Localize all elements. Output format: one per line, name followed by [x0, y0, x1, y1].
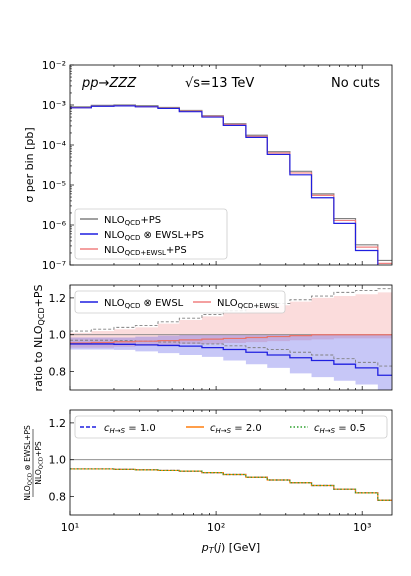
middle-frame: [69, 284, 393, 391]
x-axis-label: pT(j) [GeV]: [201, 541, 260, 555]
middle-plot-area: [70, 288, 392, 390]
bottom-plot-area: [70, 459, 392, 501]
bottom-series-c-h-s-0-5: [70, 468, 392, 501]
top-y-tick-label--3: 10⁻³: [42, 99, 66, 112]
top-y-axis-label: σ per bin [pb]: [23, 127, 36, 202]
middle-panel: 1.2 1.0 0.8 ratio to NLOQCD+PS NLOQCD ⊗ EW…: [32, 284, 393, 392]
top-legend-box: [74, 208, 228, 260]
middle-scale-band-upper: [70, 288, 392, 332]
bottom-legend: cH→S = 1.0 cH→S = 2.0 cH→S = 0.5: [74, 415, 388, 439]
bottom-y-tick-label-0.8: 0.8: [49, 491, 67, 504]
top-y-tick-label--2: 10⁻²: [42, 59, 66, 72]
middle-y-tick-label-1: 1.0: [49, 329, 67, 342]
bottom-x-ticks: [69, 410, 363, 515]
bottom-y-axis-label: NLOQCD ⊗ EWSL+PS NLOQCD+PS: [23, 425, 45, 501]
energy-label: √s=13 TeV: [185, 76, 254, 91]
bottom-panel: 1.2 1.0 0.8 NLOQCD ⊗ EWSL+PS NLOQCD+PS cH→…: [23, 409, 393, 555]
top-legend-label-ewsl-ps: NLOQCD ⊗ EWSL+PS: [104, 230, 204, 242]
top-y-tick-label--5: 10⁻⁵: [42, 179, 66, 192]
x-tick-label-100: 10²: [207, 521, 225, 534]
bottom-y-ticks: 1.2 1.0 0.8: [49, 417, 74, 504]
cuts-label: No cuts: [331, 76, 380, 91]
top-y-ticks: 10⁻⁷ 10⁻⁶ 10⁻⁵ 10⁻⁴ 10⁻³ 10⁻²: [42, 59, 74, 272]
bottom-frame: [69, 409, 393, 516]
top-y-tick-label--7: 10⁻⁷: [42, 259, 66, 272]
process-label: pp→ZZZ: [81, 76, 137, 91]
middle-y-axis-label: ratio to NLOQCD+PS: [32, 285, 46, 392]
bottom-legend-label-c05: cH→S = 0.5: [314, 423, 366, 435]
middle-legend-label-ewsl: NLOQCD ⊗ EWSL: [104, 298, 184, 310]
top-series-nlo-qcd-ewsl-ps: [70, 105, 379, 265]
top-legend: NLOQCD+PS NLOQCD ⊗ EWSL+PS NLOQCD+EWSL+P…: [74, 208, 228, 260]
top-legend-label-nlo-qcd-ps: NLOQCD+PS: [104, 215, 161, 227]
middle-band-ewsl: [70, 334, 392, 390]
top-y-tick-label--6: 10⁻⁶: [42, 219, 67, 232]
bottom-legend-label-c2: cH→S = 2.0: [210, 423, 262, 435]
middle-band-add-ewsl: [70, 292, 392, 348]
middle-x-ticks: [69, 285, 363, 390]
x-tick-labels: 10¹ 10² 10³: [61, 521, 372, 534]
bottom-y-tick-label-1.2: 1.2: [49, 417, 67, 430]
middle-series-ewsl: [70, 343, 392, 376]
top-series-nlo-qcd-ps: [70, 104, 392, 262]
middle-y-tick-label-1.2: 1.2: [49, 292, 67, 305]
top-y-tick-label--4: 10⁻⁴: [42, 139, 67, 152]
middle-legend-box: [74, 290, 286, 314]
bottom-series-c-h-s-2-0: [70, 468, 392, 501]
x-tick-label-10: 10¹: [61, 521, 79, 534]
bottom-y-label-numerator: NLOQCD ⊗ EWSL+PS: [23, 425, 34, 501]
top-x-ticks: [69, 65, 363, 265]
top-plot-area: [70, 104, 392, 265]
middle-series-add-ewsl: [70, 334, 392, 344]
bottom-series-c-h-s-1-0: [70, 468, 392, 501]
middle-y-ticks: 1.2 1.0 0.8: [49, 292, 74, 379]
bottom-y-tick-label-1: 1.0: [49, 454, 67, 467]
middle-y-tick-label-0.8: 0.8: [49, 366, 67, 379]
bottom-legend-label-c1: cH→S = 1.0: [104, 423, 156, 435]
top-frame: [69, 64, 393, 266]
bottom-legend-box: [74, 415, 388, 439]
bottom-y-label-denominator: NLOQCD+PS: [34, 441, 45, 485]
top-panel: 10⁻⁷ 10⁻⁶ 10⁻⁵ 10⁻⁴ 10⁻³ 10⁻² pp→ZZZ √s=13 Te…: [23, 59, 393, 272]
x-tick-label-1000: 10³: [353, 521, 371, 534]
middle-legend: NLOQCD ⊗ EWSL NLOQCD+EWSL: [74, 290, 286, 314]
